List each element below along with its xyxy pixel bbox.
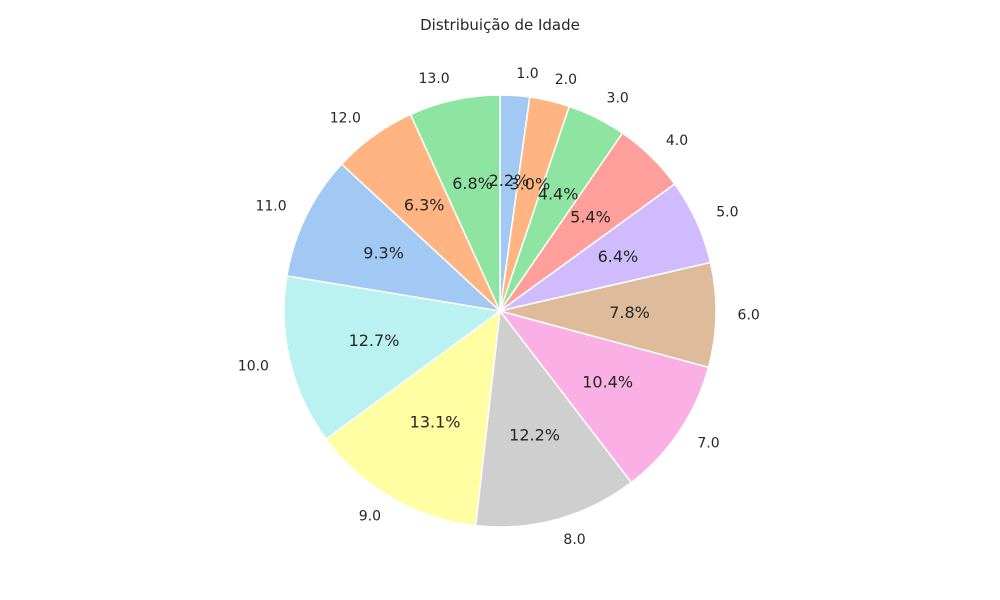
- slice-category-label: 1.0: [516, 66, 538, 82]
- slice-category-label: 3.0: [607, 91, 629, 107]
- slice-percentage-label: 10.4%: [582, 373, 633, 392]
- percentage-labels: 2.2%3.0%4.4% 5.4% 6.4% 7.8% 10.4% 12.2% 13.1% 1…: [349, 171, 650, 444]
- slice-category-label: 13.0: [418, 71, 449, 87]
- pie-slice-7.0: [498, 309, 710, 484]
- slice-category-label: 11.0: [255, 198, 286, 214]
- slice-category-label: 6.0: [738, 307, 760, 323]
- pie-slice-6.0: [499, 261, 717, 369]
- slice-percentage-label: 5.4%: [570, 208, 611, 227]
- chart-title: Distribuição de Idade: [420, 16, 580, 34]
- slice-category-label: 12.0: [330, 110, 361, 126]
- slice-category-label: 5.0: [716, 205, 738, 221]
- slice-percentage-label: 9.3%: [363, 243, 404, 262]
- pie-slice-10.0: [283, 275, 502, 441]
- slice-category-label: 7.0: [697, 435, 719, 451]
- slice-percentage-label: 13.1%: [410, 413, 461, 432]
- slice-percentage-label: 2.2%: [489, 171, 530, 190]
- slice-percentage-label: 4.4%: [538, 185, 579, 204]
- pie-slice-13.0: [409, 94, 501, 312]
- slice-category-label: 8.0: [563, 532, 585, 548]
- category-labels: 1.0 2.0 3.0 4.0 5.0 6.0 7.0 8.0 9.0 10.0 11.0 12.0 1…: [238, 66, 760, 548]
- slice-percentage-label: 12.7%: [349, 331, 400, 350]
- slice-percentage-label: 12.2%: [509, 425, 560, 444]
- pie-slice-8.0: [474, 309, 633, 528]
- pie-slice-9.0: [325, 309, 501, 527]
- pie-slices: [283, 94, 717, 528]
- slice-percentage-label: 7.8%: [609, 303, 650, 322]
- slice-percentage-label: 3.0%: [510, 174, 551, 193]
- pie-slice-11.0: [286, 163, 503, 313]
- slice-category-label: 4.0: [666, 133, 688, 149]
- slice-percentage-label: 6.4%: [598, 247, 639, 266]
- slice-category-label: 10.0: [238, 358, 269, 374]
- slice-percentage-label: 6.8%: [452, 174, 493, 193]
- slice-category-label: 2.0: [555, 72, 577, 88]
- slice-percentage-label: 6.3%: [404, 195, 445, 214]
- slice-category-label: 9.0: [359, 509, 381, 525]
